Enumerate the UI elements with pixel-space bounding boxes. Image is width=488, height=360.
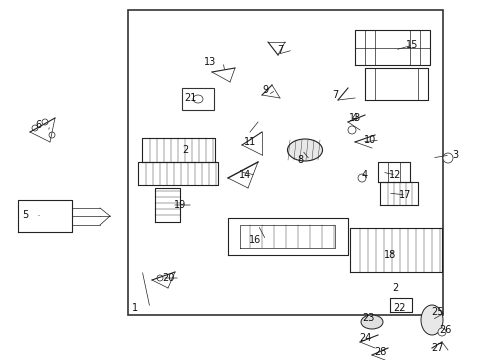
Circle shape: [32, 125, 38, 131]
Circle shape: [347, 126, 355, 134]
Text: 10: 10: [363, 135, 375, 145]
Bar: [182, 88, 214, 110]
Text: 19: 19: [174, 200, 186, 210]
Circle shape: [437, 328, 445, 336]
Text: 11: 11: [244, 137, 256, 147]
Text: 13: 13: [348, 113, 360, 123]
Text: 21: 21: [183, 93, 196, 103]
Circle shape: [42, 119, 48, 125]
Text: 13: 13: [203, 57, 216, 67]
Text: 20: 20: [162, 273, 174, 283]
Text: 5: 5: [22, 210, 28, 220]
Text: 24: 24: [358, 333, 370, 343]
Text: 25: 25: [431, 307, 443, 317]
Text: 4: 4: [351, 113, 357, 123]
Text: 7: 7: [276, 45, 283, 55]
Text: 28: 28: [373, 347, 386, 357]
Text: 4: 4: [361, 170, 367, 180]
FancyBboxPatch shape: [128, 10, 442, 315]
Circle shape: [157, 275, 163, 281]
Text: 2: 2: [182, 145, 188, 155]
Text: 14: 14: [238, 170, 251, 180]
Text: 17: 17: [398, 190, 410, 200]
Text: 7: 7: [331, 90, 337, 100]
Ellipse shape: [287, 139, 322, 161]
Ellipse shape: [420, 305, 442, 335]
Text: 8: 8: [296, 155, 303, 165]
Text: 27: 27: [431, 343, 443, 353]
Text: 15: 15: [405, 40, 417, 50]
Circle shape: [357, 174, 365, 182]
Text: 1: 1: [132, 303, 138, 313]
Text: 16: 16: [248, 235, 261, 245]
Text: 3: 3: [451, 150, 457, 160]
Circle shape: [442, 153, 452, 163]
Text: 22: 22: [393, 303, 406, 313]
Text: 23: 23: [361, 313, 373, 323]
Text: 9: 9: [262, 85, 267, 95]
Text: 18: 18: [383, 250, 395, 260]
Circle shape: [49, 132, 55, 138]
Text: 12: 12: [388, 170, 400, 180]
Ellipse shape: [360, 315, 382, 329]
Text: 2: 2: [391, 283, 397, 293]
Text: 6: 6: [35, 120, 41, 130]
Text: 26: 26: [438, 325, 450, 335]
